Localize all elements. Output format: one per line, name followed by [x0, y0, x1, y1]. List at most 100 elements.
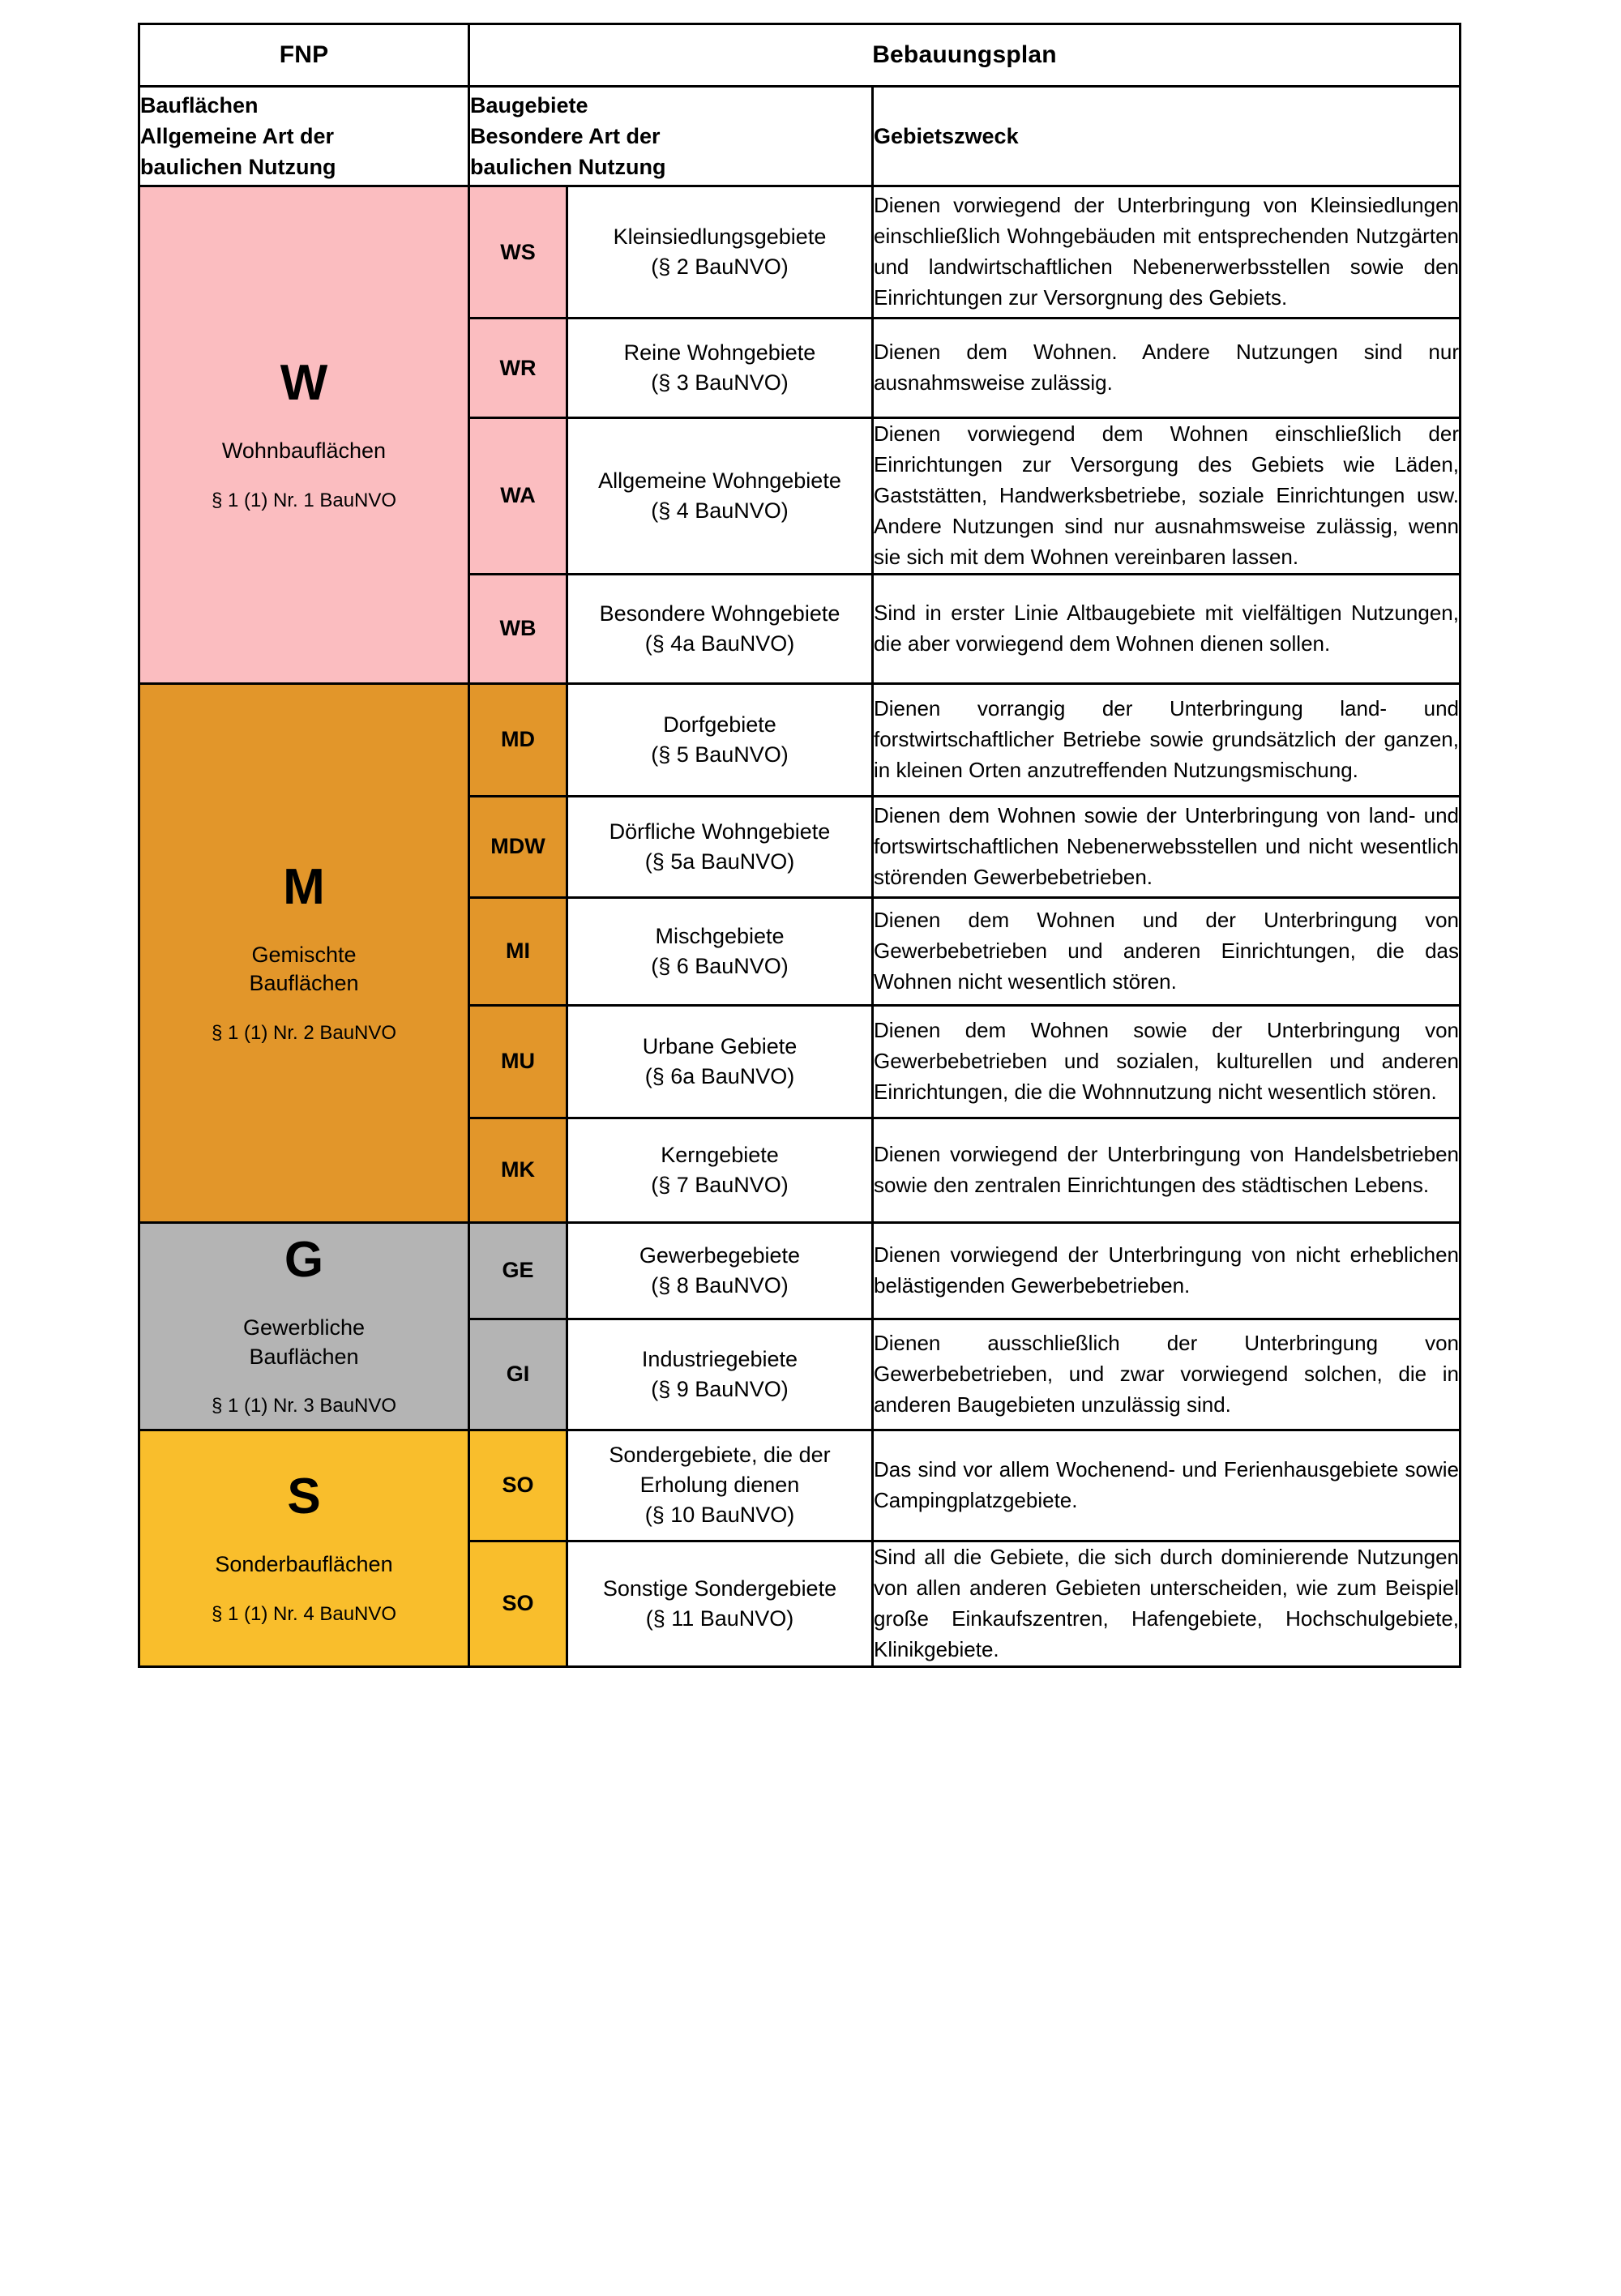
- table-row: WR Reine Wohngebiete (§ 3 BauNVO) Dienen…: [139, 317, 1461, 419]
- code-cell-gi: GI: [468, 1317, 568, 1431]
- name-line-1: Gewerbegebiete: [639, 1242, 801, 1268]
- name-line-1: Industriegebiete: [641, 1346, 798, 1371]
- name-line-2: (§ 6a BauNVO): [644, 1063, 795, 1088]
- purpose-cell-so-sonstige: Sind all die Gebiete, die sich durch dom…: [871, 1539, 1461, 1668]
- table-row: GI Industriegebiete (§ 9 BauNVO) Dienen …: [139, 1317, 1461, 1431]
- table-row: SO Sonstige Sondergebiete (§ 11 BauNVO) …: [139, 1539, 1461, 1668]
- header-gebietszweck: Gebietszweck: [871, 85, 1461, 187]
- name-line-2: (§ 6 BauNVO): [651, 953, 789, 978]
- header-bauflaechen: Bauflächen Allgemeine Art der baulichen …: [138, 85, 470, 187]
- header-baugebiete: Baugebiete Besondere Art der baulichen N…: [468, 85, 874, 187]
- group-title-wohnbauflaechen: Wohnbauflächen: [221, 438, 387, 464]
- name-line-2: (§ 2 BauNVO): [651, 254, 789, 279]
- name-line-1: Besondere Wohngebiete: [599, 601, 840, 626]
- name-line-2: (§ 7 BauNVO): [651, 1172, 789, 1197]
- group-cell-gewerbliche-bauflaechen: G Gewerbliche Bauflächen § 1 (1) Nr. 3 B…: [138, 1221, 470, 1431]
- name-line-2: Erholung dienen: [639, 1473, 800, 1498]
- header-row-top: FNP Bebauungsplan: [138, 23, 1461, 88]
- fnp-bebauungsplan-table: FNP Bebauungsplan Bauflächen Allgemeine …: [138, 23, 1461, 1668]
- purpose-cell-gi: Dienen ausschließlich der Unterbringung …: [871, 1317, 1461, 1431]
- name-line-2: (§ 5 BauNVO): [651, 742, 789, 767]
- table-row: M Gemischte Bauflächen § 1 (1) Nr. 2 Bau…: [138, 682, 1461, 1224]
- group-title-line1: Gemischte: [251, 942, 357, 967]
- group-title-gewerbliche-bauflaechen: Gewerbliche Bauflächen: [140, 1314, 468, 1371]
- group-title-line2: Bauflächen: [249, 1344, 359, 1369]
- group-cell-wohnbauflaechen: W Wohnbauflächen § 1 (1) Nr. 1 BauNVO: [138, 185, 470, 685]
- purpose-cell-mi: Dienen dem Wohnen und der Unterbringung …: [871, 896, 1461, 1007]
- purpose-cell-md: Dienen vorrangig der Unterbringung land-…: [871, 682, 1461, 797]
- code-cell-mi: MI: [468, 896, 568, 1007]
- table-row: MI Mischgebiete (§ 6 BauNVO) Dienen dem …: [139, 896, 1461, 1007]
- name-line-1: Mischgebiete: [655, 923, 785, 948]
- table-row: WB Besondere Wohngebiete (§ 4a BauNVO) S…: [139, 572, 1461, 685]
- planning-table-wrapper: FNP Bebauungsplan Bauflächen Allgemeine …: [138, 23, 1461, 1668]
- group-letter-w: W: [280, 355, 328, 412]
- group-law-wohnbauflaechen: § 1 (1) Nr. 1 BauNVO: [211, 489, 397, 511]
- name-line-2: (§ 8 BauNVO): [651, 1272, 789, 1298]
- table-row: MU Urbane Gebiete (§ 6a BauNVO) Dienen d…: [139, 1003, 1461, 1119]
- purpose-cell-mdw: Dienen dem Wohnen sowie der Unterbringun…: [871, 794, 1461, 899]
- code-cell-so-erholung: SO: [468, 1428, 568, 1542]
- code-cell-wa: WA: [468, 417, 568, 575]
- purpose-cell-ws: Dienen vorwiegend der Unterbringung von …: [871, 185, 1461, 319]
- code-cell-mu: MU: [468, 1003, 568, 1119]
- purpose-cell-wr: Dienen dem Wohnen. Andere Nutzungen sind…: [871, 317, 1461, 419]
- group-title-line2: Bauflächen: [249, 971, 359, 996]
- name-cell-ws: Kleinsiedlungsgebiete (§ 2 BauNVO): [566, 185, 874, 319]
- group-letter-g: G: [284, 1232, 324, 1289]
- table-row: S Sonderbauflächen § 1 (1) Nr. 4 BauNVO …: [138, 1428, 1461, 1668]
- code-cell-wb: WB: [468, 572, 568, 685]
- name-cell-mu: Urbane Gebiete (§ 6a BauNVO): [566, 1003, 874, 1119]
- name-line-2: (§ 3 BauNVO): [651, 370, 789, 395]
- purpose-cell-mk: Dienen vorwiegend der Unterbringung von …: [871, 1116, 1461, 1224]
- table-row: MK Kerngebiete (§ 7 BauNVO) Dienen vorwi…: [139, 1116, 1461, 1224]
- name-cell-gi: Industriegebiete (§ 9 BauNVO): [566, 1317, 874, 1431]
- table-row: W Wohnbauflächen § 1 (1) Nr. 1 BauNVO WS…: [138, 185, 1461, 685]
- name-cell-so-sonstige: Sonstige Sondergebiete (§ 11 BauNVO): [566, 1539, 874, 1668]
- group-law-gewerbliche-bauflaechen: § 1 (1) Nr. 3 BauNVO: [211, 1395, 397, 1417]
- header-baugebiete-line2: Besondere Art der: [470, 123, 661, 148]
- header-row-sub: Bauflächen Allgemeine Art der baulichen …: [138, 85, 1461, 187]
- header-bebauungsplan: Bebauungsplan: [468, 23, 1461, 88]
- code-cell-md: MD: [468, 682, 568, 797]
- name-line-1: Sonstige Sondergebiete: [602, 1576, 837, 1601]
- header-gebietszweck-label: Gebietszweck: [874, 123, 1019, 148]
- name-line-1: Kleinsiedlungsgebiete: [613, 224, 827, 249]
- name-cell-wr: Reine Wohngebiete (§ 3 BauNVO): [566, 317, 874, 419]
- table-row: G Gewerbliche Bauflächen § 1 (1) Nr. 3 B…: [138, 1221, 1461, 1431]
- name-cell-wa: Allgemeine Wohngebiete (§ 4 BauNVO): [566, 417, 874, 575]
- name-line-2: (§ 4 BauNVO): [651, 498, 789, 523]
- name-line-1: Dorfgebiete: [663, 712, 776, 737]
- name-cell-wb: Besondere Wohngebiete (§ 4a BauNVO): [566, 572, 874, 685]
- group-title-gemischte-bauflaechen: Gemischte Bauflächen: [140, 941, 468, 998]
- name-line-1: Dörfliche Wohngebiete: [609, 819, 831, 844]
- header-bauflaechen-line2: Allgemeine Art der: [140, 123, 335, 148]
- name-line-1: Reine Wohngebiete: [623, 340, 816, 365]
- table-row: WA Allgemeine Wohngebiete (§ 4 BauNVO) D…: [139, 417, 1461, 575]
- name-line-1: Sondergebiete, die der: [609, 1442, 831, 1467]
- code-cell-so-sonstige: SO: [468, 1539, 568, 1668]
- name-line-1: Allgemeine Wohngebiete: [598, 468, 841, 493]
- name-line-3: (§ 10 BauNVO): [644, 1503, 795, 1528]
- group-title-sonderbauflaechen: Sonderbauflächen: [215, 1552, 393, 1576]
- group-letter-s: S: [287, 1468, 321, 1524]
- name-line-2: (§ 11 BauNVO): [645, 1605, 794, 1631]
- group-cell-sonderbauflaechen: S Sonderbauflächen § 1 (1) Nr. 4 BauNVO: [138, 1428, 470, 1668]
- purpose-cell-mu: Dienen dem Wohnen sowie der Unterbringun…: [871, 1003, 1461, 1119]
- header-bauflaechen-line1: Bauflächen: [140, 92, 259, 118]
- code-cell-mk: MK: [468, 1116, 568, 1224]
- group-law-gemischte-bauflaechen: § 1 (1) Nr. 2 BauNVO: [211, 1021, 397, 1044]
- code-cell-mdw: MDW: [468, 794, 568, 899]
- code-cell-ge: GE: [468, 1221, 568, 1320]
- code-cell-ws: WS: [468, 185, 568, 319]
- group-law-sonderbauflaechen: § 1 (1) Nr. 4 BauNVO: [211, 1602, 397, 1625]
- name-line-2: (§ 9 BauNVO): [651, 1376, 789, 1401]
- header-fnp: FNP: [138, 23, 470, 88]
- header-baugebiete-line1: Baugebiete: [470, 92, 588, 118]
- name-cell-md: Dorfgebiete (§ 5 BauNVO): [566, 682, 874, 797]
- name-line-1: Urbane Gebiete: [642, 1033, 798, 1058]
- purpose-cell-so-erholung: Das sind vor allem Wochenend- und Ferien…: [871, 1428, 1461, 1542]
- purpose-cell-ge: Dienen vorwiegend der Unterbringung von …: [871, 1221, 1461, 1320]
- group-title-line1: Gewerbliche: [242, 1315, 366, 1340]
